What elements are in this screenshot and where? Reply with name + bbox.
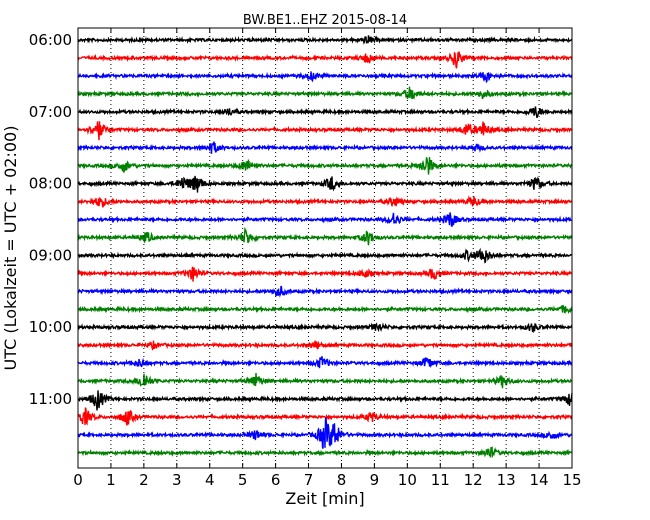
x-tick-label: 9 (370, 471, 380, 489)
trace-1000 (77, 322, 573, 334)
trace-0715 (77, 121, 573, 141)
chart-title: BW.BE1..EHZ 2015-08-14 (243, 13, 407, 28)
y-tick-label: 06:00 (29, 31, 72, 49)
y-axis-label: UTC (Lokalzeit = UTC + 02:00) (1, 126, 20, 371)
plot-frame (77, 27, 573, 469)
x-tick-label: 3 (172, 471, 182, 489)
trace-0945 (77, 304, 573, 315)
trace-0615 (77, 51, 573, 69)
trace-1115 (77, 407, 573, 426)
trace-0600 (77, 35, 573, 45)
y-tick-label: 07:00 (29, 103, 72, 121)
x-tick-label: 8 (337, 471, 347, 489)
x-tick-label: 14 (530, 471, 549, 489)
y-axis: 06:00 07:00 08:00 09:00 10:00 11:00 (29, 31, 83, 408)
x-tick-label: 2 (139, 471, 149, 489)
trace-1100 (77, 390, 573, 411)
x-tick-label: 5 (238, 471, 248, 489)
trace-0915 (77, 266, 573, 282)
y-tick-label: 08:00 (29, 175, 72, 193)
x-tick-label: 11 (431, 471, 450, 489)
y-tick-label: 10:00 (29, 318, 72, 336)
trace-1145 (77, 446, 573, 459)
y-tick-label: 09:00 (29, 246, 72, 264)
x-tick-label: 13 (497, 471, 516, 489)
x-tick-label: 6 (271, 471, 281, 489)
trace-0900 (77, 247, 573, 264)
trace-0630 (77, 71, 573, 84)
x-tick-label: 10 (398, 471, 417, 489)
trace-0830 (77, 212, 573, 227)
y-tick-label: 11:00 (29, 390, 72, 408)
traces-layer (77, 35, 573, 459)
trace-0930 (77, 285, 573, 298)
x-tick-label: 0 (73, 471, 83, 489)
x-tick-label: 15 (562, 471, 581, 489)
x-tick-label: 1 (106, 471, 116, 489)
x-axis-label: Zeit [min] (285, 489, 364, 508)
trace-0700 (77, 106, 573, 118)
grid-layer (110, 28, 540, 468)
trace-1015 (77, 340, 573, 351)
trace-0645 (77, 86, 573, 100)
trace-1045 (77, 372, 573, 389)
trace-0845 (77, 226, 573, 246)
trace-1030 (77, 356, 573, 369)
x-tick-label: 4 (205, 471, 215, 489)
trace-0800 (77, 175, 573, 193)
x-axis: 0 1 2 3 4 5 6 7 8 9 10 11 12 13 14 15 (73, 28, 582, 489)
x-tick-label: 7 (304, 471, 314, 489)
trace-0815 (77, 195, 573, 208)
trace-0730 (77, 141, 573, 154)
x-tick-label: 12 (464, 471, 483, 489)
trace-0745 (77, 157, 573, 175)
trace-1130 (77, 417, 573, 449)
